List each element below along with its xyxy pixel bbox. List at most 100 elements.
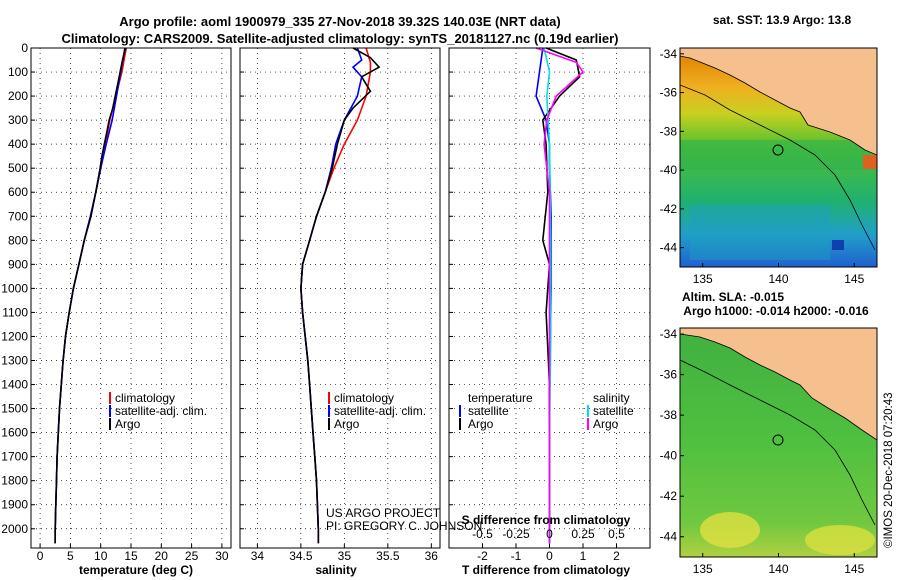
x2-tick-label: 0	[546, 527, 553, 541]
header-line1: Argo profile: aoml 1900979_335 27-Nov-20…	[119, 14, 561, 29]
series-line-climatology	[54, 47, 127, 544]
argo-location-marker	[772, 434, 784, 446]
map-y-tick-label: -38	[660, 408, 678, 422]
x-tick-label: 0	[546, 549, 553, 563]
y-tick-label: 1300	[1, 354, 28, 368]
sst-band-deep	[690, 205, 830, 260]
y-tick-label: 1700	[1, 450, 28, 464]
map-y-tick-label: -34	[660, 327, 678, 341]
sla-map-title: Altim. SLA: -0.015	[682, 290, 784, 304]
map-x-tick-label: 145	[844, 272, 864, 286]
x-tick-label: 25	[185, 549, 199, 563]
sst-map	[680, 48, 877, 267]
y-tick-label: 0	[21, 41, 28, 55]
y-tick-label: 600	[8, 185, 28, 199]
map-y-tick-label: -40	[660, 449, 678, 463]
legend-label-s-argo: Argo	[593, 417, 619, 431]
map-y-tick-label: -36	[660, 86, 678, 100]
y-tick-label: 400	[8, 137, 28, 151]
legend-label-t-argo: Argo	[468, 417, 494, 431]
map-y-tick-label: -40	[660, 163, 678, 177]
legend-title-salinity: salinity	[593, 391, 630, 405]
x-tick-label: -2	[477, 549, 488, 563]
legend-label-satellite: satellite-adj. clim.	[334, 404, 426, 418]
y-tick-label: 1000	[1, 281, 28, 295]
difference-panel: -2 -1 0 1 2 -0.5 -0.25 0 0.25 0.5	[448, 47, 651, 563]
sst-warm-patch	[863, 155, 877, 169]
x-tick-label: 35.5	[376, 549, 400, 563]
sla-land	[680, 328, 877, 441]
sla-high-patch	[700, 512, 760, 548]
x-tick-label: 35	[338, 549, 352, 563]
legend-label-argo: Argo	[115, 417, 141, 431]
panel-frame	[239, 47, 441, 549]
s-difference-xlabel: S difference from climatology	[462, 513, 631, 527]
temperature-panel: 0100200300400500600700800900100011001200…	[1, 41, 232, 563]
map-y-tick-label: -42	[660, 202, 678, 216]
y-tick-label: 2000	[1, 522, 28, 536]
credit-line1: US ARGO PROJECT	[326, 506, 441, 520]
header-line2: Climatology: CARS2009. Satellite-adjuste…	[61, 31, 618, 46]
x-tick-label: 34.5	[289, 549, 313, 563]
map-y-tick-label: -36	[660, 368, 678, 382]
map-y-tick-label: -38	[660, 124, 678, 138]
sla-shelf-contour	[680, 359, 876, 526]
sla-map-axes: 135 140 145 -34 -36 -38 -40 -42 -44	[660, 327, 865, 576]
sla-map	[680, 328, 877, 557]
map-y-tick-label: -44	[660, 530, 678, 544]
legend-label-s-satellite: satellite	[593, 404, 634, 418]
x-tick-label: 0	[37, 549, 44, 563]
x-tick-label: 30	[215, 549, 229, 563]
sla-high-patch	[805, 525, 875, 555]
series-line-argo	[300, 47, 381, 544]
t-difference-xlabel: T difference from climatology	[462, 563, 630, 577]
salinity-panel: 34 34.5 35 35.5 36	[239, 47, 441, 563]
y-tick-label: 1100	[2, 305, 28, 319]
x-tick-label: 10	[94, 549, 108, 563]
legend-label-satellite: satellite-adj. clim.	[115, 404, 207, 418]
y-tick-label: 1400	[1, 378, 28, 392]
y-tick-label: 700	[8, 209, 28, 223]
series-line-argo	[54, 47, 127, 544]
sst-cold-patch	[832, 240, 844, 250]
x-tick-label: -1	[511, 549, 522, 563]
map-x-tick-label: 135	[693, 562, 713, 576]
map-y-tick-label: -44	[660, 241, 678, 255]
x-tick-label: 20	[155, 549, 169, 563]
x2-tick-label: -0.5	[472, 527, 493, 541]
map-y-tick-label: -42	[660, 489, 678, 503]
credit-line2: PI: GREGORY C. JOHNSON	[326, 519, 482, 533]
x2-tick-label: -0.25	[502, 527, 530, 541]
x-tick-label: 34	[251, 549, 265, 563]
y-tick-label: 1900	[1, 498, 28, 512]
series-line-satellite-adj-clim-	[300, 47, 363, 544]
x-tick-label: 2	[613, 549, 620, 563]
x-tick-label: 15	[124, 549, 138, 563]
legend-title-temperature: temperature	[468, 391, 533, 405]
x-tick-label: 1	[580, 549, 587, 563]
map-x-tick-label: 145	[844, 562, 864, 576]
y-tick-label: 800	[8, 233, 28, 247]
imos-watermark: ©IMOS 20-Dec-2018 07:20:43	[883, 392, 895, 548]
x2-tick-label: 0.5	[608, 527, 625, 541]
y-tick-label: 900	[8, 257, 28, 271]
argo-location-marker	[772, 144, 784, 156]
difference-legend: temperature satellite Argo salinity sate…	[459, 391, 634, 431]
x-tick-label: 5	[67, 549, 74, 563]
y-tick-label: 100	[8, 65, 28, 79]
map-x-tick-label: 140	[768, 272, 788, 286]
sst-land	[680, 48, 877, 156]
x-tick-label: 36	[425, 549, 439, 563]
y-tick-label: 300	[8, 113, 28, 127]
map-y-tick-label: -34	[660, 47, 678, 61]
map-x-tick-label: 140	[768, 562, 788, 576]
y-tick-label: 1500	[1, 402, 28, 416]
legend-label-climatology: climatology	[334, 391, 394, 405]
series-line-argo	[535, 47, 585, 544]
y-tick-label: 500	[8, 161, 28, 175]
y-tick-label: 200	[8, 89, 28, 103]
legend-label-argo: Argo	[334, 417, 360, 431]
x2-tick-label: 0.25	[571, 527, 595, 541]
temperature-xlabel: temperature (deg C)	[79, 563, 193, 577]
